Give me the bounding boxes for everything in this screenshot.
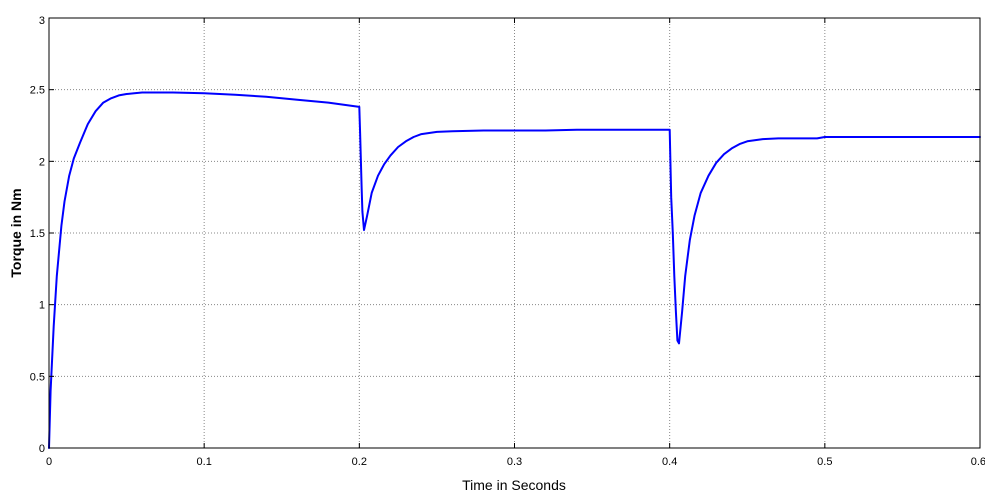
x-axis-title: Time in Seconds [462,477,566,493]
x-tick-label: 0.6 [971,456,985,468]
tick-layer: 0 0.1 0.2 0.3 0.4 0.5 0.6 0 0.5 1 1.5 2 2.5 3 [30,15,985,468]
x-tick-label: 0 [46,456,52,468]
x-tick-label: 0.5 [817,456,832,468]
y-axis-title: Torque in Nm [8,188,24,277]
y-tick-label: 2 [39,156,45,168]
y-tick-label: 0 [39,443,45,455]
y-tick-label: 1 [39,300,45,312]
grid-layer [49,18,980,448]
torque-series-line [48,91,981,449]
x-tick-label: 0.4 [662,456,677,468]
y-tick-label: 3 [39,15,45,27]
x-tick-label: 0.2 [352,456,367,468]
y-tick-label: 2.5 [30,85,45,97]
x-tick-label: 0.1 [197,456,212,468]
y-tick-label: 0.5 [30,371,45,383]
y-tick-label: 1.5 [30,228,45,240]
series-layer [48,91,981,449]
x-tick-label: 0.3 [507,456,522,468]
